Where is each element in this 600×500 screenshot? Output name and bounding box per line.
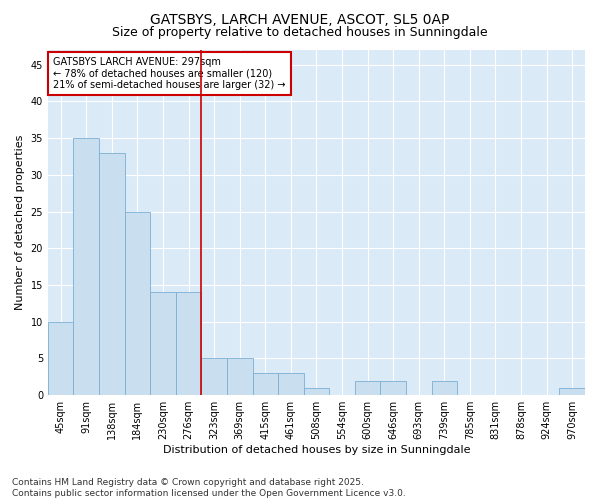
Bar: [150, 292, 176, 395]
Text: GATSBYS LARCH AVENUE: 297sqm
← 78% of detached houses are smaller (120)
21% of s: GATSBYS LARCH AVENUE: 297sqm ← 78% of de…: [53, 57, 286, 90]
Bar: [227, 358, 253, 395]
Bar: [202, 358, 227, 395]
Bar: [48, 322, 73, 395]
Text: Size of property relative to detached houses in Sunningdale: Size of property relative to detached ho…: [112, 26, 488, 39]
Bar: [559, 388, 585, 395]
Text: Contains HM Land Registry data © Crown copyright and database right 2025.
Contai: Contains HM Land Registry data © Crown c…: [12, 478, 406, 498]
Bar: [125, 212, 150, 395]
Bar: [278, 373, 304, 395]
Bar: [380, 380, 406, 395]
Bar: [431, 380, 457, 395]
Bar: [355, 380, 380, 395]
Bar: [176, 292, 202, 395]
Bar: [99, 153, 125, 395]
Bar: [73, 138, 99, 395]
Y-axis label: Number of detached properties: Number of detached properties: [15, 135, 25, 310]
Bar: [304, 388, 329, 395]
Bar: [253, 373, 278, 395]
X-axis label: Distribution of detached houses by size in Sunningdale: Distribution of detached houses by size …: [163, 445, 470, 455]
Text: GATSBYS, LARCH AVENUE, ASCOT, SL5 0AP: GATSBYS, LARCH AVENUE, ASCOT, SL5 0AP: [151, 12, 449, 26]
